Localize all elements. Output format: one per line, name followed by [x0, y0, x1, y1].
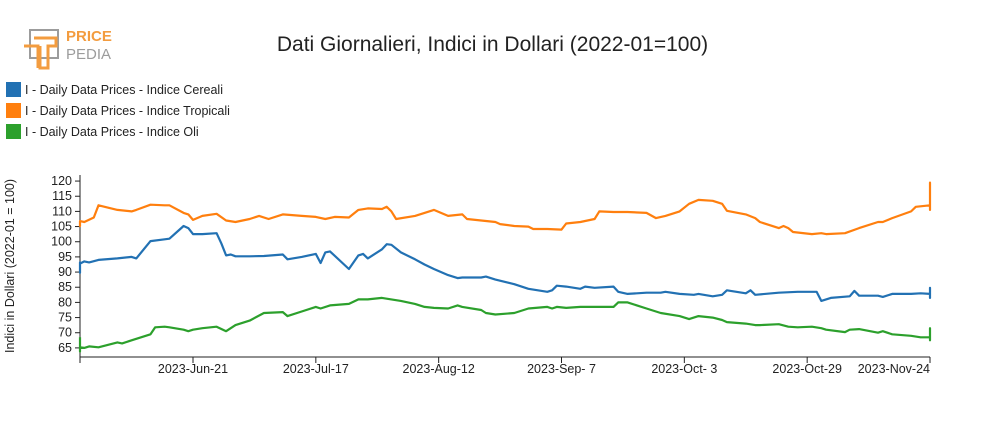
- y-tick-label: 115: [52, 189, 72, 203]
- plot-lines: [78, 181, 932, 353]
- logo-frame-gray: [29, 29, 59, 59]
- x-tick-label: 2023-Nov-24: [858, 362, 930, 376]
- logo-text-pedia: PEDIA: [66, 46, 111, 63]
- y-tick-label: 105: [51, 220, 72, 234]
- logo-frame-orange-inner: [24, 44, 40, 68]
- series-line-2: [78, 296, 932, 353]
- logo-frame-orange: [34, 36, 58, 70]
- y-axis-title: Indici in Dollari (2022-01 = 100): [3, 179, 17, 353]
- x-tick-label: 2023-Aug-12: [403, 362, 475, 376]
- x-tick-label: 2023-Jun-21: [158, 362, 228, 376]
- logo-text-price: PRICE: [66, 28, 112, 45]
- x-tick-label: 2023-Oct- 3: [651, 362, 717, 376]
- legend-item-oli[interactable]: I - Daily Data Prices - Indice Oli: [6, 121, 230, 142]
- y-tick-label: 85: [58, 280, 72, 294]
- pricepedia-logo-mark: PRICE PEDIA: [24, 28, 112, 70]
- y-tick-label: 65: [58, 341, 72, 355]
- legend-swatch-oli: [6, 124, 21, 139]
- chart-title: Dati Giornalieri, Indici in Dollari (202…: [276, 33, 709, 56]
- series-line-0: [78, 224, 932, 302]
- legend-swatch-cereali: [6, 82, 21, 97]
- y-tick-label: 90: [58, 265, 72, 279]
- x-tick-label: 2023-Oct-29: [772, 362, 842, 376]
- legend-item-tropicali[interactable]: I - Daily Data Prices - Indice Tropicali: [6, 100, 230, 121]
- y-tick-label: 95: [58, 250, 72, 264]
- y-tick-label: 100: [51, 235, 72, 249]
- y-tick-label: 120: [51, 174, 72, 188]
- y-tick-label: 110: [52, 204, 72, 218]
- legend-label-oli: I - Daily Data Prices - Indice Oli: [25, 124, 199, 139]
- x-tick-label: 2023-Jul-17: [283, 362, 349, 376]
- legend-label-cereali: I - Daily Data Prices - Indice Cereali: [25, 82, 223, 97]
- x-tick-label: 2023-Sep- 7: [527, 362, 596, 376]
- legend-item-cereali[interactable]: I - Daily Data Prices - Indice Cereali: [6, 79, 230, 100]
- y-tick-label: 75: [58, 311, 72, 325]
- y-tick-label: 70: [58, 326, 72, 340]
- legend-label-tropicali: I - Daily Data Prices - Indice Tropicali: [25, 103, 230, 118]
- chart-legend: I - Daily Data Prices - Indice Cereali I…: [6, 79, 230, 142]
- pricepedia-logo: PRICE PEDIA: [20, 22, 130, 72]
- y-tick-label: 80: [58, 295, 72, 309]
- legend-swatch-tropicali: [6, 103, 21, 118]
- series-line-1: [78, 181, 932, 236]
- x-axis: 2023-Jun-21 2023-Jul-17 2023-Aug-12 2023-Se…: [79, 356, 931, 376]
